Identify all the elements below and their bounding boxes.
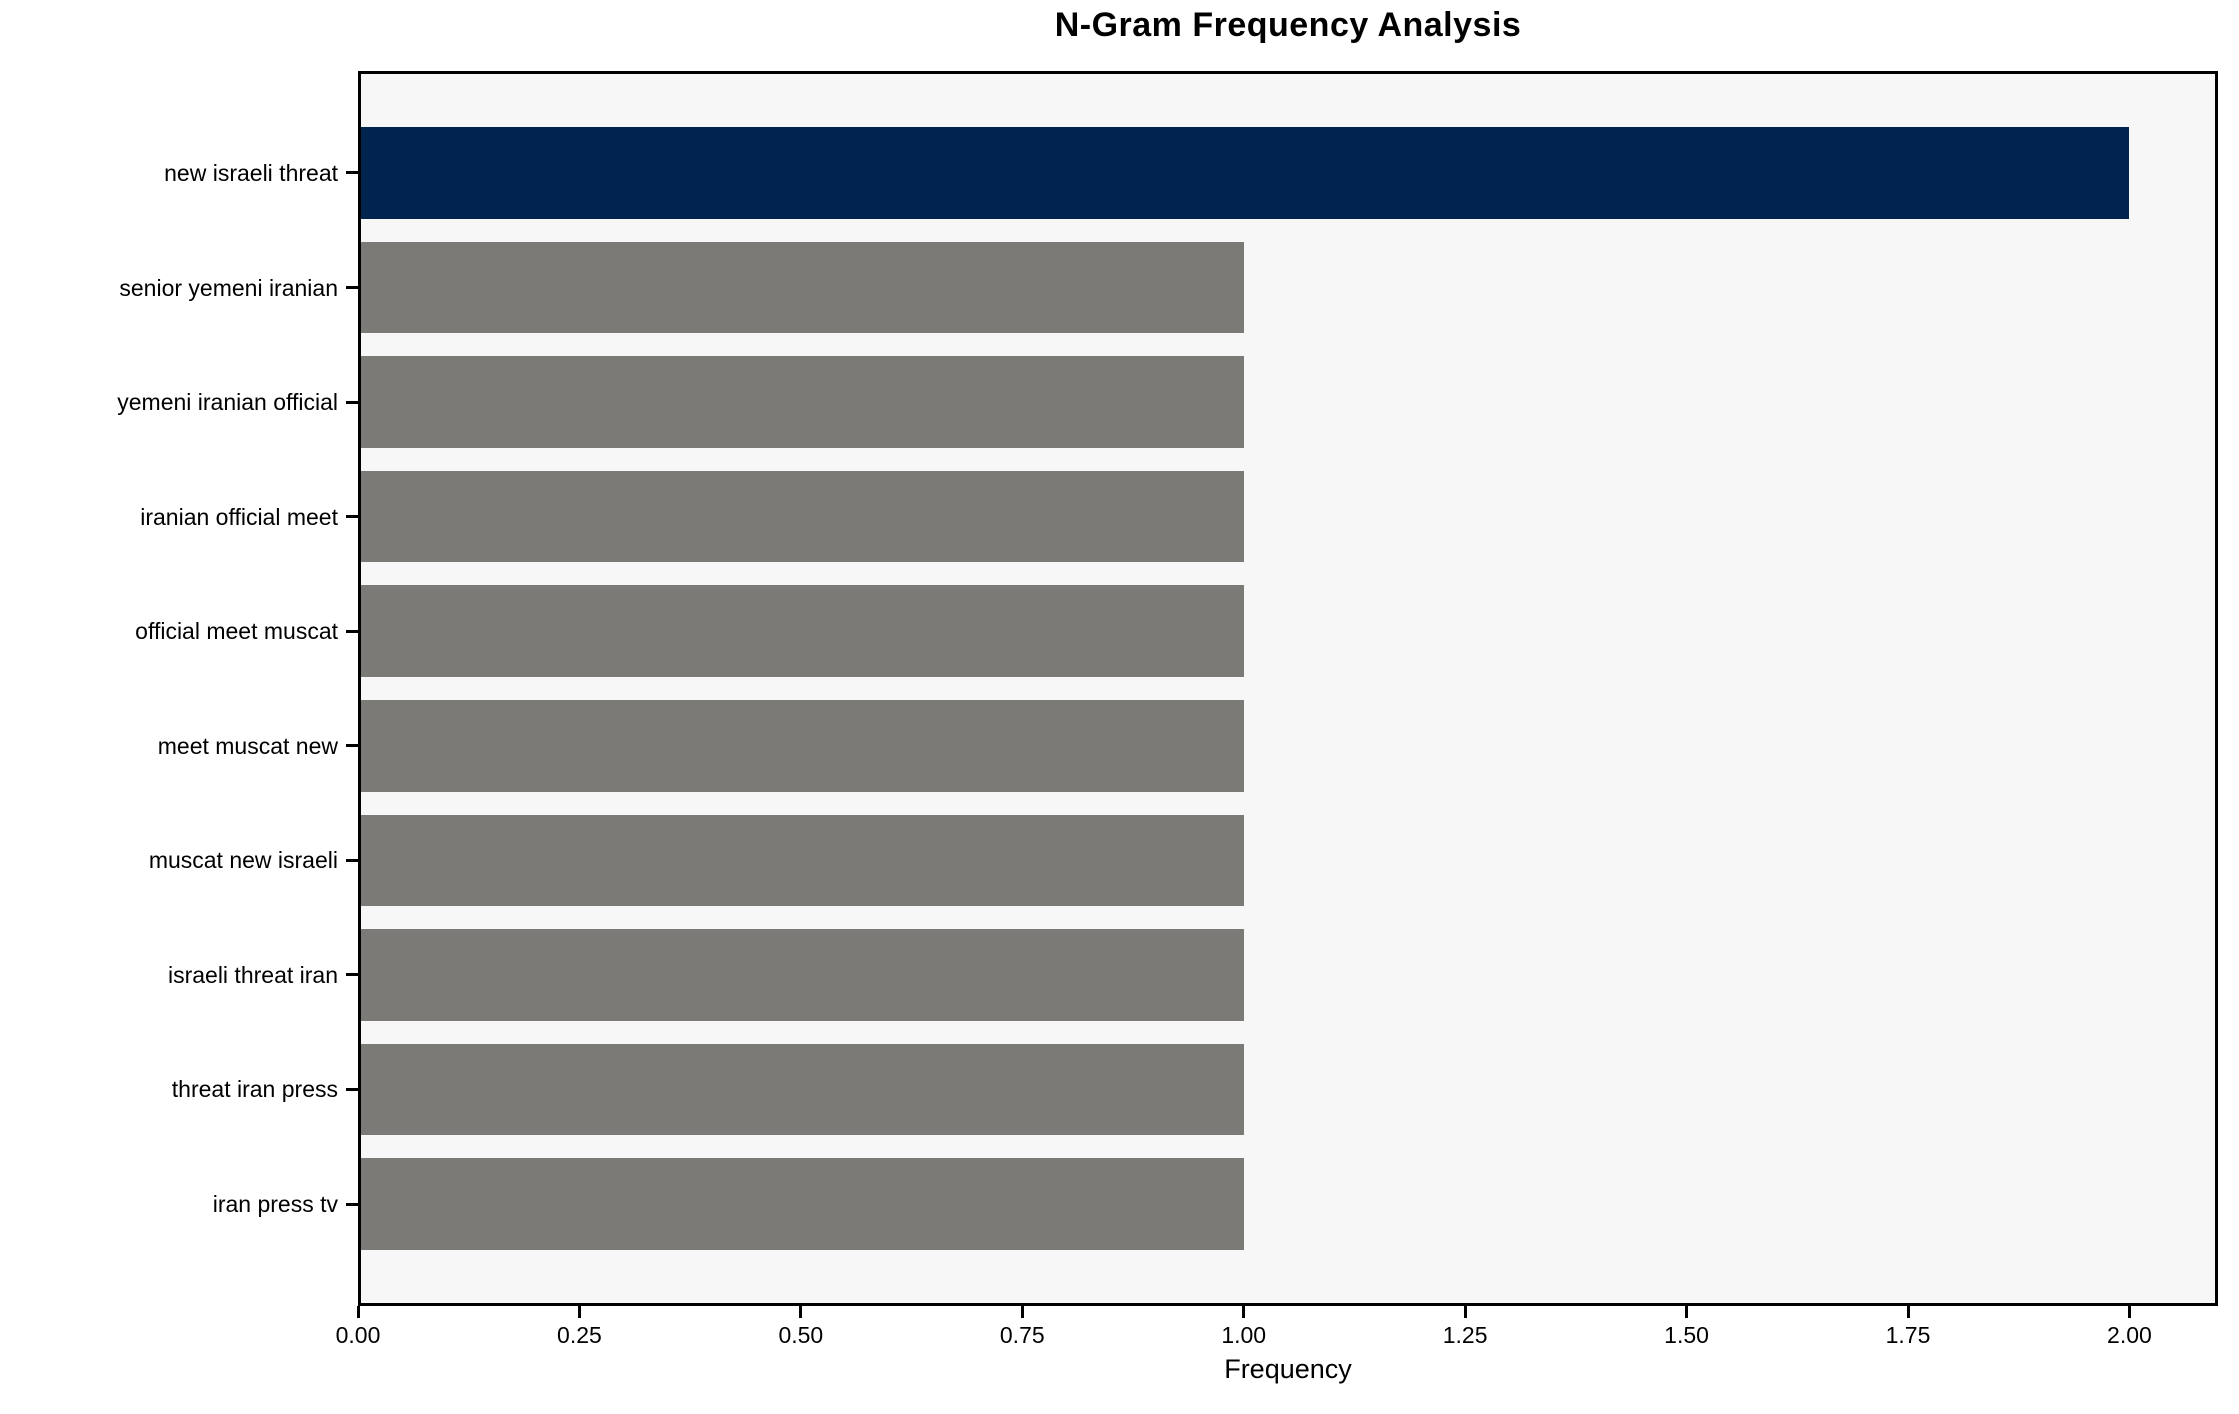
bar-iran-press-tv — [358, 1158, 1244, 1250]
bar-muscat-new-israeli — [358, 814, 1244, 907]
x-tick — [356, 1306, 360, 1318]
x-axis-title: Frequency — [1224, 1354, 1352, 1384]
bar-yemeni-iranian-official — [358, 356, 1244, 448]
bar-new-israeli-threat — [358, 127, 2130, 219]
y-tick — [346, 973, 358, 977]
y-tick-label: official meet muscat — [135, 618, 338, 645]
y-tick-label: meet muscat new — [157, 732, 338, 759]
y-tick — [346, 400, 358, 404]
y-tick — [346, 171, 358, 175]
y-tick — [346, 1202, 358, 1206]
y-tick-label: muscat new israeli — [148, 847, 338, 874]
bar-threat-iran-press — [358, 1043, 1244, 1136]
x-tick — [2127, 1306, 2131, 1318]
chart-title: N-Gram Frequency Analysis — [1054, 6, 1522, 44]
bar-meet-muscat-new — [358, 699, 1244, 792]
x-tick — [1463, 1306, 1467, 1318]
y-tick — [346, 858, 358, 862]
x-tick — [577, 1306, 581, 1318]
x-tick — [1906, 1306, 1910, 1318]
x-tick-label: 0.25 — [557, 1322, 602, 1348]
y-tick — [346, 286, 358, 290]
plot-area — [358, 71, 2218, 1306]
bar-israeli-threat-iran — [358, 929, 1244, 1021]
y-tick — [346, 515, 358, 519]
x-tick-label: 2.00 — [2107, 1322, 2152, 1348]
x-tick — [1020, 1306, 1024, 1318]
y-tick — [346, 629, 358, 633]
x-tick-label: 0.75 — [999, 1322, 1045, 1348]
y-tick-label: threat iran press — [171, 1076, 338, 1103]
y-tick — [346, 744, 358, 748]
x-tick-label: 0.50 — [778, 1322, 824, 1348]
y-tick-label: yemeni iranian official — [117, 389, 338, 416]
x-tick — [1242, 1306, 1246, 1318]
x-tick-label: 1.25 — [1442, 1322, 1488, 1348]
y-tick-label: iranian official meet — [140, 503, 338, 530]
x-tick-label: 1.50 — [1664, 1322, 1709, 1348]
bar-official-meet-muscat — [358, 585, 1244, 678]
x-tick-label: 0.00 — [335, 1322, 381, 1348]
x-tick — [799, 1306, 803, 1318]
x-tick — [1685, 1306, 1689, 1318]
y-tick-label: senior yemeni iranian — [119, 274, 338, 301]
y-tick-label: israeli threat iran — [167, 961, 338, 988]
x-tick-label: 1.75 — [1885, 1322, 1931, 1348]
y-tick — [346, 1087, 358, 1091]
x-tick-label: 1.00 — [1221, 1322, 1267, 1348]
y-tick-label: new israeli threat — [164, 159, 338, 186]
bar-senior-yemeni-iranian — [358, 241, 1244, 334]
bar-iranian-official-meet — [358, 470, 1244, 563]
y-tick-label: iran press tv — [212, 1191, 338, 1218]
